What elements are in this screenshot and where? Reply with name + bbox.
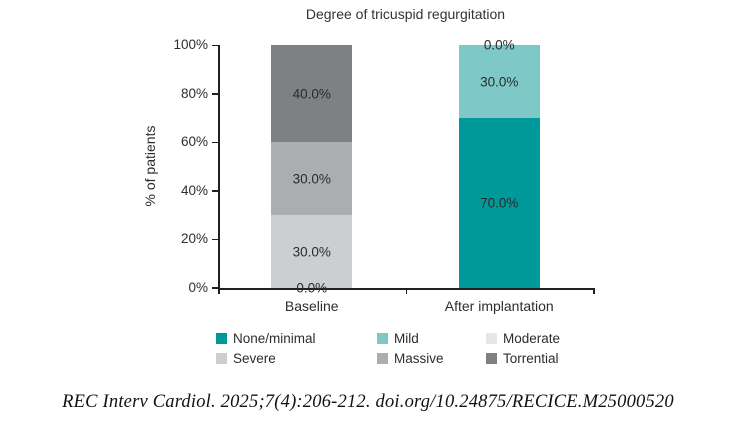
y-tick-label-100%: 100% <box>173 37 208 53</box>
x-axis-tick-2 <box>593 288 595 294</box>
y-tick-label-0%: 0% <box>188 280 208 295</box>
legend-swatch-icon <box>486 333 497 344</box>
bar-segment-none-minimal <box>458 118 540 288</box>
legend-label: None/minimal <box>233 331 316 346</box>
legend-swatch-icon <box>377 333 388 344</box>
legend: None/minimal Mild Moderate Severe Massive Tor… <box>216 331 636 366</box>
legend-swatch-icon <box>216 333 227 344</box>
y-axis-tick-80% <box>212 93 218 95</box>
y-axis-tick-0% <box>212 287 218 289</box>
legend-swatch-icon <box>486 353 497 364</box>
bar-segment-mild <box>458 45 540 119</box>
chart-title: Degree of tricuspid regurgitation <box>305 6 506 22</box>
bar-segment-severe <box>271 215 353 288</box>
y-axis-tick-100% <box>212 44 218 47</box>
y-tick-label-60%: 60% <box>180 134 208 150</box>
y-tick-label-40%: 40% <box>180 182 208 198</box>
x-category-label-0: Baseline <box>284 298 339 314</box>
legend-label: Moderate <box>503 331 561 346</box>
legend-label: Torrential <box>503 351 559 366</box>
legend-item-severe: Severe <box>216 351 377 366</box>
legend-label: Mild <box>394 331 419 346</box>
bar-segment-value-label: 30.0% <box>480 74 519 90</box>
x-category-label-1: After implantation <box>444 298 554 314</box>
citation: REC Interv Cardiol. 2025;7(4):206-212. d… <box>62 392 674 412</box>
y-axis-tick-60% <box>212 141 218 144</box>
y-tick-label-20%: 20% <box>180 231 208 247</box>
legend-item-moderate: Moderate <box>486 331 636 346</box>
bar-segment-massive <box>271 142 353 216</box>
legend-label: Severe <box>233 351 276 366</box>
bar-zero-value-label: 0.0% <box>296 280 328 296</box>
bar-zero-value-label: 0.0% <box>483 37 515 53</box>
bar-segment-torrential <box>271 45 353 143</box>
x-axis-tick-1 <box>405 288 408 294</box>
bar-segment-value-label: 30.0% <box>292 244 331 260</box>
y-tick-label-80%: 80% <box>180 85 208 101</box>
bar-segment-value-label: 40.0% <box>292 86 331 102</box>
x-axis-tick-0 <box>218 288 220 294</box>
y-axis-line <box>218 45 220 290</box>
legend-item-none-minimal: None/minimal <box>216 331 377 346</box>
y-axis-tick-40% <box>212 190 218 192</box>
y-axis-tick-20% <box>212 238 218 241</box>
legend-item-mild: Mild <box>377 331 486 346</box>
legend-label: Massive <box>394 351 444 366</box>
legend-item-massive: Massive <box>377 351 486 366</box>
legend-swatch-icon <box>377 353 388 364</box>
legend-item-torrential: Torrential <box>486 351 636 366</box>
bar-segment-value-label: 70.0% <box>480 195 519 211</box>
legend-swatch-icon <box>216 353 227 364</box>
bar-segment-value-label: 30.0% <box>292 171 331 187</box>
